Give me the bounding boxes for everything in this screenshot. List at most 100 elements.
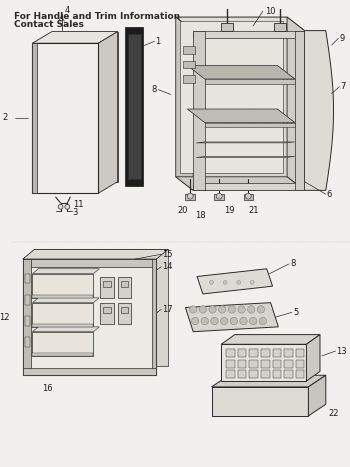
Bar xyxy=(118,276,131,298)
Polygon shape xyxy=(193,183,304,191)
Circle shape xyxy=(211,318,218,325)
Polygon shape xyxy=(176,17,287,177)
Polygon shape xyxy=(33,327,99,332)
Circle shape xyxy=(240,318,247,325)
Circle shape xyxy=(250,318,257,325)
Polygon shape xyxy=(307,334,320,381)
Polygon shape xyxy=(176,17,304,31)
Circle shape xyxy=(257,306,265,313)
Polygon shape xyxy=(186,194,195,200)
Text: 17: 17 xyxy=(162,305,173,314)
Polygon shape xyxy=(23,259,156,267)
Circle shape xyxy=(210,280,214,284)
Polygon shape xyxy=(128,35,141,179)
Polygon shape xyxy=(308,375,326,416)
Polygon shape xyxy=(25,295,29,304)
Text: 1: 1 xyxy=(155,37,161,46)
Polygon shape xyxy=(205,122,295,127)
Text: 14: 14 xyxy=(162,262,173,271)
Polygon shape xyxy=(33,295,93,298)
Polygon shape xyxy=(226,370,235,378)
Text: 21: 21 xyxy=(248,206,259,215)
Polygon shape xyxy=(304,31,334,191)
Polygon shape xyxy=(33,269,99,274)
Polygon shape xyxy=(261,360,270,368)
Polygon shape xyxy=(176,17,193,191)
Polygon shape xyxy=(284,370,293,378)
Polygon shape xyxy=(98,32,118,193)
Text: 8: 8 xyxy=(151,85,156,94)
Circle shape xyxy=(228,306,236,313)
Bar xyxy=(103,281,111,287)
Text: 19: 19 xyxy=(224,206,234,215)
Text: 3: 3 xyxy=(72,208,78,217)
Polygon shape xyxy=(221,23,233,31)
Polygon shape xyxy=(183,61,195,68)
Circle shape xyxy=(218,306,226,313)
Polygon shape xyxy=(23,259,156,375)
Polygon shape xyxy=(125,27,143,186)
Circle shape xyxy=(223,280,227,284)
Polygon shape xyxy=(33,353,93,356)
Text: 18: 18 xyxy=(195,211,206,220)
Circle shape xyxy=(238,306,245,313)
Polygon shape xyxy=(211,375,326,387)
Text: 15: 15 xyxy=(162,250,173,259)
Circle shape xyxy=(245,193,251,199)
Text: 8: 8 xyxy=(290,260,295,269)
Polygon shape xyxy=(273,370,281,378)
Circle shape xyxy=(191,318,199,325)
Polygon shape xyxy=(176,177,304,191)
Text: 11: 11 xyxy=(73,200,84,209)
Polygon shape xyxy=(249,370,258,378)
Polygon shape xyxy=(25,274,29,283)
Polygon shape xyxy=(25,316,29,326)
Bar xyxy=(100,276,114,298)
Circle shape xyxy=(65,205,70,209)
Polygon shape xyxy=(193,31,304,38)
Polygon shape xyxy=(23,259,30,375)
Circle shape xyxy=(220,318,228,325)
Bar xyxy=(103,307,111,313)
Polygon shape xyxy=(197,269,273,294)
Text: 5: 5 xyxy=(293,308,298,317)
Circle shape xyxy=(259,318,267,325)
Polygon shape xyxy=(261,370,270,378)
Polygon shape xyxy=(34,249,168,366)
Polygon shape xyxy=(33,298,99,303)
Circle shape xyxy=(201,318,209,325)
Polygon shape xyxy=(23,368,156,375)
Text: 16: 16 xyxy=(42,384,53,393)
Polygon shape xyxy=(273,349,281,357)
Polygon shape xyxy=(238,349,246,357)
Text: 13: 13 xyxy=(336,347,347,355)
Polygon shape xyxy=(183,46,195,54)
Bar xyxy=(120,307,128,313)
Polygon shape xyxy=(33,43,37,193)
Polygon shape xyxy=(296,349,304,357)
Polygon shape xyxy=(287,17,304,191)
Polygon shape xyxy=(52,32,118,182)
Polygon shape xyxy=(284,349,293,357)
Polygon shape xyxy=(180,21,283,173)
Polygon shape xyxy=(221,334,320,344)
Polygon shape xyxy=(196,156,295,157)
Bar xyxy=(120,281,128,287)
Polygon shape xyxy=(25,338,29,347)
Circle shape xyxy=(237,280,240,284)
Polygon shape xyxy=(261,349,270,357)
Polygon shape xyxy=(187,65,295,79)
Circle shape xyxy=(230,318,238,325)
Polygon shape xyxy=(274,23,286,31)
Polygon shape xyxy=(186,303,278,332)
Polygon shape xyxy=(196,142,295,143)
Polygon shape xyxy=(183,75,195,83)
Text: 9: 9 xyxy=(340,34,345,43)
Polygon shape xyxy=(238,370,246,378)
Text: 22: 22 xyxy=(329,410,339,418)
Circle shape xyxy=(250,280,254,284)
Polygon shape xyxy=(33,324,93,327)
Polygon shape xyxy=(296,360,304,368)
Text: 10: 10 xyxy=(265,7,275,16)
Text: 7: 7 xyxy=(340,82,346,91)
